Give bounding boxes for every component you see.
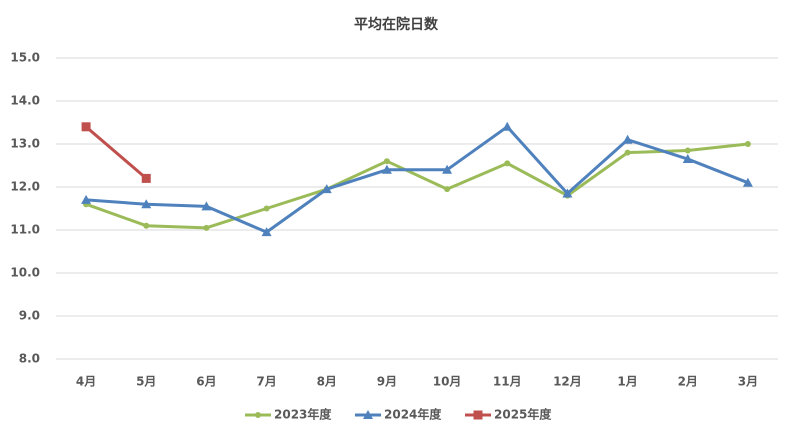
x-tick-label: 6月 (196, 375, 216, 389)
point (684, 147, 691, 154)
x-tick-label: 12月 (553, 375, 582, 389)
x-tick-label: 2月 (678, 375, 698, 389)
point (141, 199, 152, 209)
y-tick-label: 15.0 (10, 51, 40, 65)
point (502, 121, 513, 131)
point (622, 134, 633, 144)
x-tick-label: 4月 (76, 375, 96, 389)
legend-label: 2023年度 (274, 407, 332, 422)
point (744, 141, 751, 147)
x-tick-label: 3月 (738, 375, 758, 389)
point (682, 154, 693, 164)
legend-marker (255, 412, 261, 418)
y-tick-label: 12.0 (10, 180, 40, 194)
y-tick-label: 8.0 (19, 352, 40, 366)
x-tick-label: 1月 (617, 375, 637, 389)
x-tick-label: 7月 (256, 375, 276, 389)
point (442, 164, 453, 174)
y-tick-label: 9.0 (19, 309, 40, 323)
point (383, 158, 390, 165)
point (81, 194, 92, 204)
y-tick-label: 14.0 (10, 94, 40, 108)
series-line (85, 125, 749, 234)
x-tick-label: 11月 (493, 375, 522, 389)
point (742, 177, 753, 187)
point (381, 164, 392, 174)
y-tick-label: 13.0 (10, 137, 40, 151)
point (444, 186, 451, 193)
point (201, 201, 212, 211)
x-tick-label: 9月 (377, 375, 397, 389)
point (504, 160, 511, 167)
x-tick-label: 8月 (317, 375, 337, 389)
legend-marker (473, 410, 483, 420)
y-tick-label: 10.0 (10, 266, 40, 280)
point (624, 149, 631, 156)
point (203, 224, 210, 231)
point (321, 184, 332, 194)
series-line (85, 142, 749, 230)
x-tick-label: 5月 (136, 375, 156, 389)
point (81, 122, 91, 132)
chart-title: 平均在院日数 (354, 16, 439, 33)
point (263, 205, 270, 212)
legend-label: 2025年度 (494, 407, 552, 422)
x-tick-label: 10月 (433, 375, 462, 389)
point (143, 222, 150, 229)
legend-label: 2024年度 (384, 407, 442, 422)
y-tick-label: 11.0 (10, 223, 40, 237)
point (261, 227, 272, 237)
legend-marker (363, 410, 373, 419)
series-line (85, 125, 148, 180)
point (562, 188, 573, 198)
point (141, 173, 151, 183)
